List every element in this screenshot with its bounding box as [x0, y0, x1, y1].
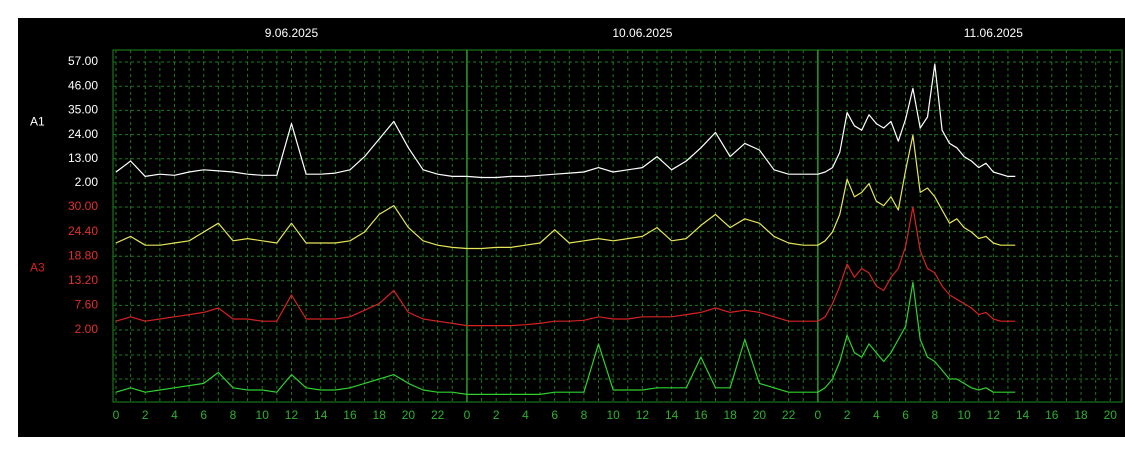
y-tick-label: 2.00	[75, 175, 99, 189]
x-tick-label: 6	[551, 408, 558, 422]
x-tick-label: 12	[987, 408, 1001, 422]
x-tick-label: 14	[665, 408, 679, 422]
x-tick-label: 16	[343, 408, 357, 422]
date-label: 10.06.2025	[612, 26, 672, 40]
y-tick-label: 30.00	[68, 199, 98, 213]
x-tick-label: 6	[902, 408, 909, 422]
plot-frame	[112, 49, 1123, 403]
y-tick-label: 7.60	[75, 298, 99, 312]
x-tick-label: 10	[957, 408, 971, 422]
date-label: 11.06.2025	[964, 26, 1023, 40]
x-tick-label: 2	[493, 408, 500, 422]
x-tick-label: 20	[402, 408, 416, 422]
x-tick-label: 4	[873, 408, 880, 422]
y-tick-label: 13.20	[68, 273, 98, 287]
x-tick-label: 12	[285, 408, 299, 422]
panel	[18, 18, 1125, 437]
series-line	[115, 206, 1016, 327]
x-tick-label: 0	[464, 408, 471, 422]
x-tick-label: 12	[636, 408, 650, 422]
x-tick-label: 8	[581, 408, 588, 422]
x-tick-label: 10	[256, 408, 270, 422]
x-tick-label: 16	[694, 408, 708, 422]
series-line	[115, 63, 1016, 179]
series-label: A3	[30, 261, 45, 275]
x-tick-label: 2	[844, 408, 851, 422]
x-tick-label: 18	[373, 408, 387, 422]
y-tick-label: 2.00	[75, 322, 99, 336]
x-tick-label: 18	[723, 408, 737, 422]
x-tick-label: 10	[606, 408, 620, 422]
x-tick-label: 14	[314, 408, 328, 422]
series-line	[115, 281, 1016, 395]
series-label: A1	[30, 115, 45, 129]
x-tick-label: 4	[171, 408, 178, 422]
date-label: 9.06.2025	[265, 26, 319, 40]
y-tick-label: 13.00	[68, 151, 98, 165]
series-line	[115, 134, 1016, 250]
x-tick-label: 16	[1045, 408, 1059, 422]
y-tick-label: 24.00	[68, 127, 98, 141]
x-tick-label: 0	[113, 408, 120, 422]
y-tick-label: 24.40	[68, 224, 98, 238]
y-tick-label: 18.80	[68, 248, 98, 262]
x-tick-label: 22	[431, 408, 445, 422]
x-tick-label: 14	[1016, 408, 1030, 422]
y-tick-label: 46.00	[68, 78, 98, 92]
y-tick-label: 35.00	[68, 103, 98, 117]
x-tick-label: 8	[230, 408, 237, 422]
x-tick-label: 2	[142, 408, 149, 422]
x-tick-label: 4	[522, 408, 529, 422]
x-tick-label: 18	[1074, 408, 1088, 422]
x-tick-label: 20	[753, 408, 767, 422]
x-tick-label: 22	[782, 408, 796, 422]
x-tick-label: 8	[931, 408, 938, 422]
y-tick-label: 57.00	[68, 54, 98, 68]
x-tick-label: 20	[1104, 408, 1118, 422]
x-tick-label: 6	[200, 408, 207, 422]
x-tick-label: 0	[815, 408, 822, 422]
